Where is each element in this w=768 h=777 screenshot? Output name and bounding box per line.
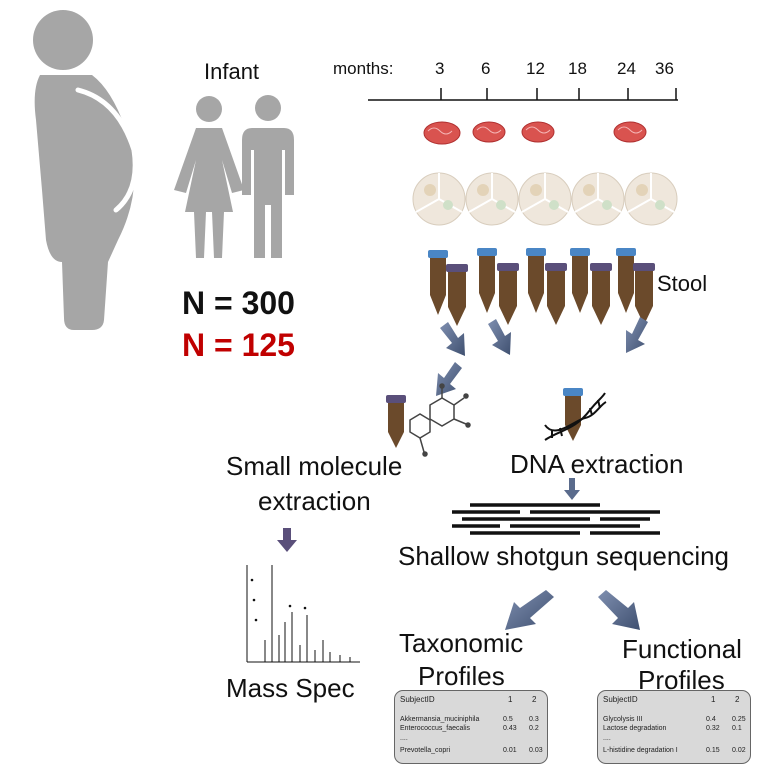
arrow-icon <box>626 317 648 353</box>
arrow-icon <box>436 362 462 396</box>
table-cell: 0.15 <box>706 747 720 754</box>
timeline-unit-label: months: <box>333 59 394 78</box>
table-header: SubjectID <box>603 695 638 704</box>
table-cell: 0.3 <box>529 716 539 723</box>
arrow-icon <box>505 590 554 630</box>
table-cell: L-histidine degradation I <box>603 747 678 754</box>
taxonomic-label-line1: Taxonomic <box>399 628 524 658</box>
table-cell: 0.43 <box>503 725 517 732</box>
diet-plate-icon <box>624 172 678 226</box>
infant-label: Infant <box>204 59 260 84</box>
mass-spectrum-icon <box>246 565 360 663</box>
taxonomic-label-line2: Profiles <box>418 661 505 691</box>
table-cell: 0.03 <box>529 747 543 754</box>
infant-boy-icon <box>242 95 294 258</box>
table-cell: 0.01 <box>503 747 517 754</box>
brain-icon <box>521 121 555 143</box>
sequencing-label: Shallow shotgun sequencing <box>398 541 730 571</box>
stool-tube-icon <box>526 248 546 313</box>
stool-tube-icon <box>497 263 519 325</box>
stool-tube-icon <box>545 263 567 325</box>
table-header: 2 <box>532 695 537 704</box>
table-cell: 0.1 <box>732 725 742 732</box>
taxonomic-profile-table: SubjectID 1 2 Akkermansia_muciniphila 0.… <box>394 690 548 764</box>
dna-helix-icon <box>544 392 607 441</box>
table-cell: Glycolysis III <box>603 716 643 723</box>
table-cell: 0.02 <box>732 747 746 754</box>
functional-profile-table: SubjectID 1 2 Glycolysis III 0.4 0.25 La… <box>597 690 751 764</box>
arrow-icon <box>564 478 580 500</box>
stool-label: Stool <box>657 271 708 296</box>
table-cell: .... <box>400 735 408 742</box>
arrow-icon <box>440 322 465 356</box>
diet-plate-icon <box>465 172 519 226</box>
table-cell: 0.4 <box>706 716 716 723</box>
table-header: 1 <box>508 695 513 704</box>
timeline-tick-label: 18 <box>568 59 587 78</box>
table-cell: 0.2 <box>529 725 539 732</box>
cohort-size-subset: N = 125 <box>182 327 295 363</box>
dna-tube-icon <box>563 388 583 441</box>
stool-tube-icon <box>590 263 612 325</box>
infant-girl-icon <box>174 96 244 258</box>
table-cell: Akkermansia_muciniphila <box>400 716 480 723</box>
table-cell: 0.32 <box>706 725 720 732</box>
table-header: 1 <box>711 695 716 704</box>
small-molecule-label-line2: extraction <box>258 486 371 516</box>
brain-icon <box>472 121 506 143</box>
table-header: 2 <box>735 695 740 704</box>
table-cell: Enterococcus_faecalis <box>400 725 471 732</box>
timeline-tick-label: 12 <box>526 59 545 78</box>
arrow-icon <box>598 590 640 630</box>
metabolite-tube-icon <box>386 395 406 448</box>
table-cell: 0.25 <box>732 716 746 723</box>
table-cell: Prevotella_copri <box>400 747 451 754</box>
stool-tube-icon <box>633 263 655 325</box>
stool-tube-icon <box>616 248 636 313</box>
brain-icon <box>613 121 647 143</box>
stool-tube-icon <box>428 250 448 315</box>
diet-plate-icon <box>412 172 466 226</box>
diet-plate-icon <box>518 172 572 226</box>
timeline-axis <box>368 88 678 101</box>
dna-extraction-label: DNA extraction <box>510 449 684 479</box>
arrow-icon <box>488 319 511 355</box>
mass-spec-label: Mass Spec <box>226 673 355 703</box>
cohort-size-total: N = 300 <box>182 285 295 321</box>
stool-tube-icon <box>446 264 468 326</box>
stool-tube-icon <box>570 248 590 313</box>
table-cell: Lactose degradation <box>603 725 667 732</box>
timeline-tick-label: 6 <box>481 59 491 78</box>
diet-plate-icon <box>571 172 625 226</box>
timeline-tick-label: 36 <box>655 59 674 78</box>
sequencing-reads-icon <box>452 503 660 535</box>
pregnant-mother-icon <box>33 10 138 330</box>
chemical-structure-icon <box>409 383 471 457</box>
stool-tube-icon <box>477 248 497 313</box>
table-header: SubjectID <box>400 695 435 704</box>
table-cell: 0.5 <box>503 716 513 723</box>
arrow-icon <box>277 528 297 552</box>
timeline-tick-label: 24 <box>617 59 636 78</box>
small-molecule-label-line1: Small molecule <box>226 451 403 481</box>
table-cell: .... <box>603 735 611 742</box>
brain-icon <box>423 121 461 145</box>
timeline-tick-label: 3 <box>435 59 445 78</box>
functional-label-line1: Functional <box>622 634 742 664</box>
